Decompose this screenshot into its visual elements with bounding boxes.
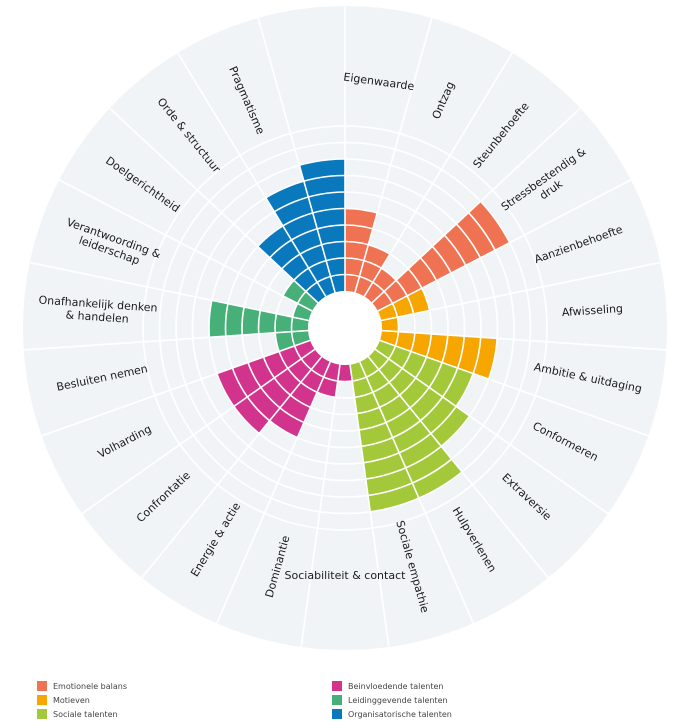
legend-swatch bbox=[37, 709, 47, 719]
grid-spoke bbox=[300, 364, 341, 648]
legend-swatch bbox=[332, 695, 342, 705]
category-label-6: Afwisseling bbox=[561, 302, 623, 319]
bar-3 bbox=[364, 268, 397, 303]
grid-spoke bbox=[374, 348, 609, 515]
bar-15 bbox=[233, 349, 322, 434]
chart-grid bbox=[23, 6, 667, 648]
legend-label: Beinvloedende talenten bbox=[348, 681, 444, 691]
bar-12 bbox=[337, 364, 353, 382]
bar-1 bbox=[345, 208, 378, 293]
bar-19 bbox=[292, 303, 313, 321]
grid-spoke bbox=[377, 179, 632, 312]
legend-label: Organisatorische talenten bbox=[348, 709, 452, 719]
bar-14 bbox=[269, 356, 331, 438]
grid-spoke bbox=[371, 107, 581, 304]
legend-swatch bbox=[332, 709, 342, 719]
grid-spoke bbox=[379, 339, 649, 437]
legend-item: Organisatorische talenten bbox=[332, 708, 452, 720]
bar-20 bbox=[282, 280, 318, 311]
legend-label: Sociale talenten bbox=[53, 709, 118, 719]
grid-spoke bbox=[177, 52, 327, 297]
grid-spoke bbox=[29, 261, 309, 322]
grid-spoke bbox=[58, 179, 313, 312]
bar-22 bbox=[265, 181, 336, 297]
grid-spoke bbox=[257, 17, 336, 293]
legend-swatch bbox=[332, 681, 342, 691]
legend-swatch bbox=[37, 695, 47, 705]
bar-2 bbox=[354, 244, 390, 297]
legend-item: Motieven bbox=[37, 694, 90, 706]
bar-21 bbox=[257, 225, 326, 303]
grid-spoke bbox=[41, 339, 311, 437]
bar-7 bbox=[379, 330, 498, 380]
grid-spoke bbox=[359, 361, 475, 624]
grid-spoke bbox=[349, 364, 390, 648]
grid-spoke bbox=[354, 17, 433, 293]
legend-item: Leidinggevende talenten bbox=[332, 694, 448, 706]
chart-center-hole bbox=[308, 291, 382, 365]
grid-spoke bbox=[109, 107, 319, 304]
category-label-18: Onafhankelijk denken& handelen bbox=[37, 294, 158, 328]
legend-item: Beinvloedende talenten bbox=[332, 680, 443, 692]
legend-swatch bbox=[37, 681, 47, 691]
grid-spoke bbox=[381, 261, 661, 322]
grid-spoke bbox=[215, 361, 331, 624]
grid-spoke bbox=[367, 356, 549, 579]
bar-6 bbox=[381, 317, 399, 332]
grid-spoke bbox=[23, 329, 309, 351]
bar-16 bbox=[216, 340, 315, 407]
grid-spoke bbox=[141, 356, 323, 579]
legend-item: Sociale talenten bbox=[37, 708, 118, 720]
legend-label: Leidinggevende talenten bbox=[348, 695, 448, 705]
legend-label: Motieven bbox=[53, 695, 90, 705]
bar-8 bbox=[375, 340, 474, 407]
category-label-12: Sociabiliteit & contact bbox=[285, 569, 407, 582]
grid-spoke bbox=[381, 329, 667, 351]
legend-label: Emotionele balans bbox=[53, 681, 128, 691]
bar-11 bbox=[350, 361, 419, 512]
grid-spoke bbox=[363, 52, 513, 297]
grid-spoke bbox=[81, 348, 316, 515]
polar-bar-chart: Eigenwaarde Ontzag SteunbehoefteStressbest… bbox=[23, 6, 667, 650]
legend-item: Emotionele balans bbox=[37, 680, 127, 692]
